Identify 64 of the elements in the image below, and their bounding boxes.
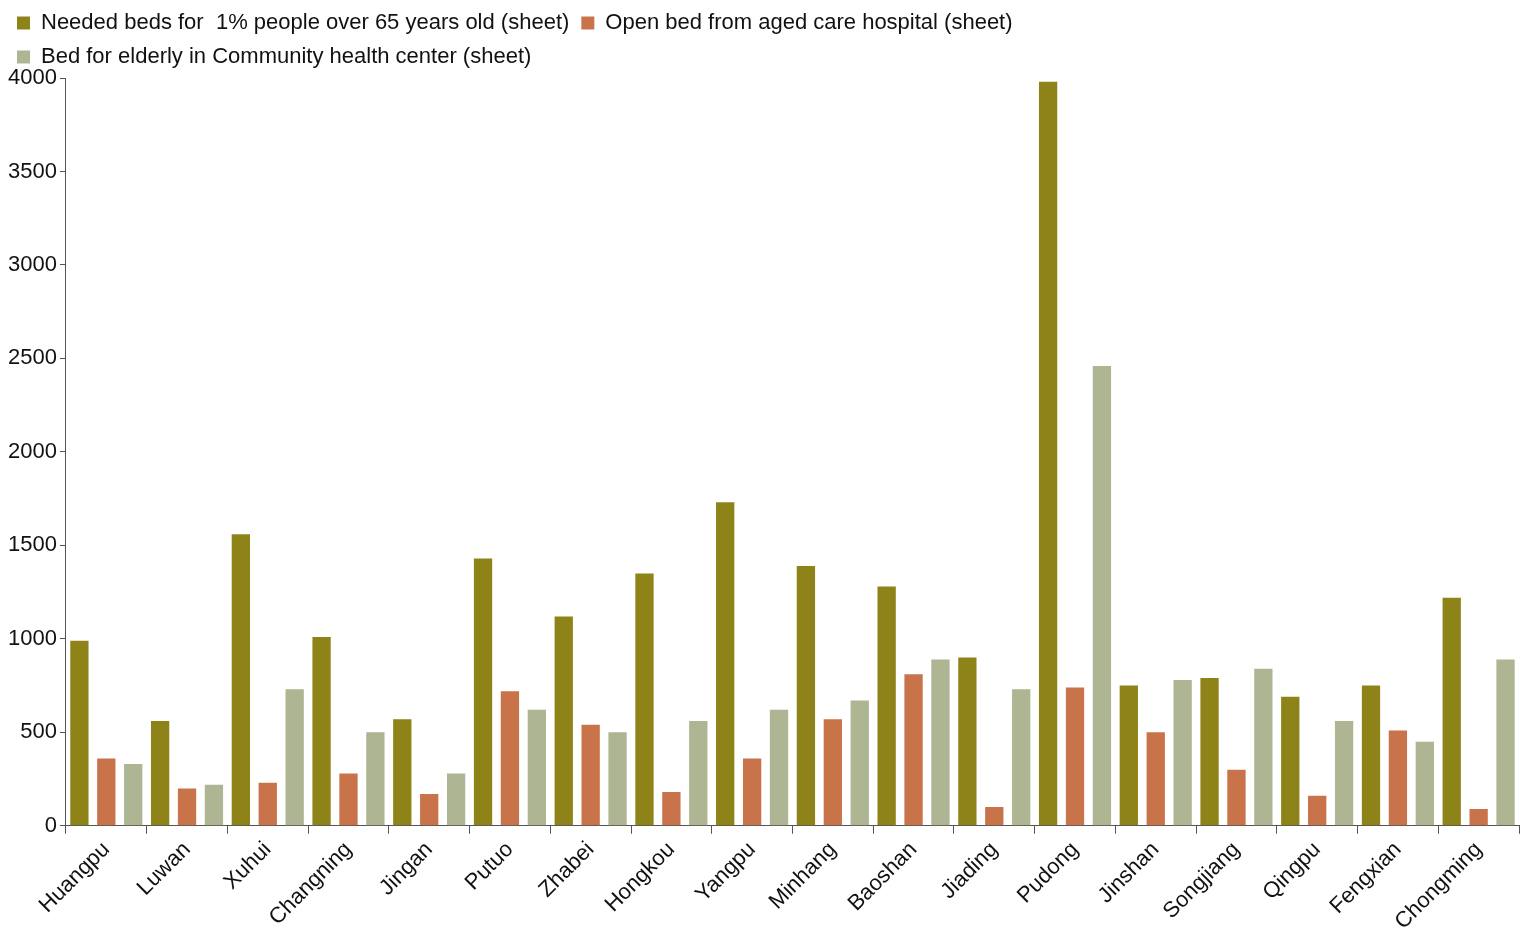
bar: [177, 788, 197, 826]
bar: [1012, 689, 1031, 826]
bar: [1092, 365, 1112, 826]
y-tick-label: 3500: [7, 157, 57, 183]
bar: [258, 782, 277, 826]
bar: [1227, 769, 1246, 826]
bar: [1146, 732, 1165, 826]
bar: [850, 700, 869, 826]
y-tick-label: 500: [20, 718, 57, 744]
y-tick-label: 2000: [7, 437, 57, 463]
bar: [608, 732, 627, 826]
bar: [662, 792, 681, 826]
bar: [446, 773, 466, 826]
bar: [527, 709, 546, 826]
bar: [769, 709, 789, 826]
bar: [1388, 730, 1408, 826]
bar: [635, 573, 654, 826]
bar: [742, 758, 762, 826]
y-tick-label: 3000: [7, 251, 57, 277]
bar: [581, 724, 600, 826]
bar: [958, 657, 977, 826]
bar: [339, 773, 358, 826]
bar: [204, 784, 224, 826]
bar: [877, 586, 896, 826]
bar: [231, 534, 250, 826]
legend-label: Needed beds for 1% people over 65 years old (sheet): [41, 9, 570, 35]
bar: [500, 691, 520, 826]
bar: [366, 732, 385, 826]
bar: [904, 674, 923, 826]
legend-label: Open bed from aged care hospital (sheet): [605, 9, 1013, 35]
bar: [1442, 597, 1461, 826]
bar: [124, 764, 143, 826]
bar: [1119, 685, 1138, 826]
bar: [420, 793, 439, 826]
bar: [985, 807, 1004, 826]
bar: [931, 659, 950, 826]
bar: [70, 640, 89, 826]
bar: [1334, 721, 1354, 826]
y-tick-label: 0: [44, 811, 57, 837]
bar: [1469, 808, 1488, 826]
y-tick-label: 2500: [7, 344, 57, 370]
bar: [1065, 687, 1085, 826]
bar: [473, 558, 493, 826]
bar: [150, 721, 170, 826]
bar: [1361, 685, 1381, 826]
bar: [1200, 678, 1219, 826]
bar: [1173, 679, 1192, 826]
bar: [1308, 795, 1327, 826]
bar: [393, 719, 412, 826]
bar: [689, 721, 708, 826]
bar: [1496, 659, 1515, 826]
bar: [796, 565, 816, 826]
y-tick-label: 1500: [7, 531, 57, 557]
y-tick-label: 1000: [7, 624, 57, 650]
bar: [1281, 696, 1300, 826]
bar: [823, 719, 842, 826]
bar: [1415, 741, 1434, 826]
bar: [554, 616, 573, 826]
bar: [1038, 81, 1058, 826]
bar: [1254, 668, 1273, 826]
bar: [716, 502, 735, 826]
bar: [285, 689, 304, 826]
bar: [97, 758, 116, 826]
bar: [312, 636, 331, 826]
